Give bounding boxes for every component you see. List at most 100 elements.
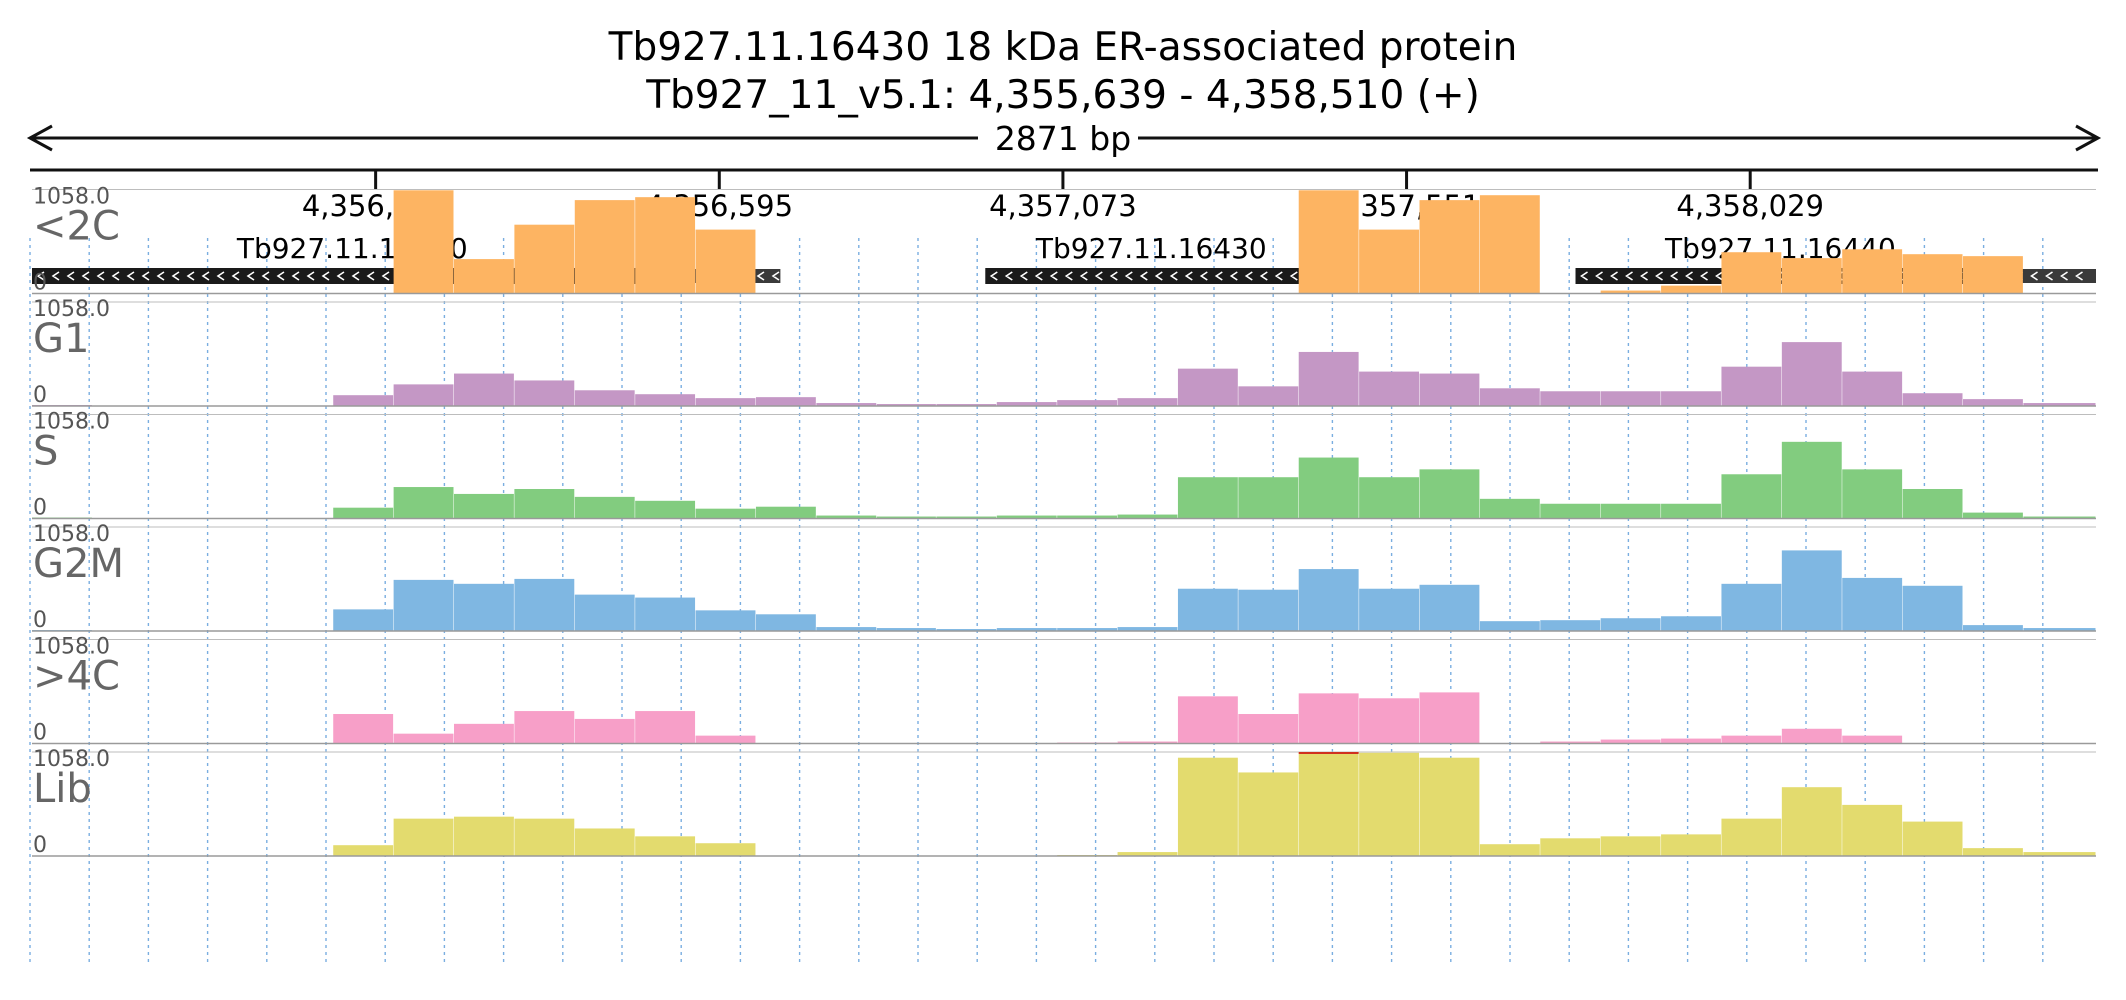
coverage-track: 1058.0 0 G2M [32, 522, 2096, 633]
coverage-bar [574, 496, 635, 519]
coverage-bar [333, 714, 394, 744]
coverage-bar [1359, 698, 1420, 744]
track-name-label: G2M [33, 541, 124, 587]
coverage-bar [333, 609, 394, 631]
coverage-track: 1058.0 0 S [32, 410, 2096, 521]
track-ymax-label: 1058.0 [33, 410, 110, 435]
coverage-bar [1842, 249, 1903, 294]
coverage-bar [635, 836, 696, 856]
coverage-bar [1963, 256, 2023, 294]
coverage-bar [393, 733, 454, 744]
coverage-bar [1238, 477, 1299, 519]
coverage-bar [1600, 618, 1661, 631]
coverage-bar [1540, 741, 1601, 744]
coverage-bar [695, 398, 756, 406]
coverage-bar [1479, 621, 1540, 631]
coverage-bar [1298, 752, 1359, 856]
coverage-bar [1781, 441, 1842, 519]
coverage-bar [393, 487, 454, 519]
coverage-bar [1177, 368, 1238, 406]
chart-subtitle-locus: Tb927_11_v5.1: 4,355,639 - 4,358,510 (+) [645, 73, 1480, 118]
coverage-bar [454, 583, 514, 631]
coverage-bar [1479, 498, 1540, 519]
coverage-bar [514, 489, 575, 519]
coverage-bar [1721, 735, 1782, 744]
coverage-bar [635, 597, 696, 631]
coverage-bar [514, 380, 575, 406]
coverage-bar [574, 718, 635, 744]
coverage-bar [695, 229, 756, 294]
gene-label: Tb927.11.16430 [1035, 232, 1267, 265]
coverage-bar [1781, 787, 1842, 856]
coverage-bar [1177, 477, 1238, 519]
coverage-bar [635, 394, 696, 406]
ruler-tick-label: 4,357,073 [989, 189, 1137, 223]
coverage-bar [454, 816, 514, 856]
coverage-bar [514, 578, 575, 631]
coverage-bar [1661, 391, 1721, 406]
coverage-bar [1721, 583, 1782, 631]
coverage-bar [1298, 569, 1359, 631]
coverage-bar [1238, 386, 1299, 406]
coverage-bar [2023, 852, 2096, 856]
coverage-bar [635, 711, 696, 744]
coverage-tracks: 1058.00<2C1058.00G11058.00S1058.00G2M105… [32, 185, 2096, 858]
coverage-bar [1781, 258, 1842, 294]
coverage-bar [333, 395, 394, 406]
coverage-bar [574, 828, 635, 856]
track-yzero-label: 0 [33, 271, 47, 296]
coverage-bar [755, 397, 816, 406]
coverage-bar [635, 500, 696, 519]
coverage-bar [1057, 515, 1118, 519]
coverage-bar [1359, 588, 1420, 631]
track-ymax-label: 1058.0 [33, 635, 110, 660]
track-yzero-label: 0 [33, 833, 47, 858]
track-name-label: S [33, 429, 58, 475]
coverage-bar [574, 594, 635, 631]
track-yzero-label: 0 [33, 496, 47, 521]
coverage-bar [816, 627, 877, 631]
track-name-label: Lib [33, 766, 92, 812]
coverage-bar [695, 508, 756, 519]
coverage-bar [1842, 577, 1903, 631]
coverage-bar [1600, 739, 1661, 744]
coverage-bar [1419, 200, 1480, 294]
track-name-label: <2C [33, 204, 120, 250]
coverage-bar [635, 197, 696, 294]
coverage-bar [454, 373, 514, 406]
coverage-track: 1058.0 0 Lib [32, 747, 2096, 858]
coverage-bar [1902, 821, 1963, 856]
coverage-bar [1781, 728, 1842, 744]
coverage-bar [574, 200, 635, 294]
coverage-bar [1298, 351, 1359, 406]
track-name-label: >4C [33, 654, 120, 700]
span-length-label: 2871 bp [995, 119, 1131, 158]
coverage-bar [1842, 371, 1903, 406]
coverage-bar [1721, 474, 1782, 519]
coverage-bar [1479, 844, 1540, 856]
coverage-bar [1359, 752, 1420, 856]
coverage-track: 1058.0 0 G1 [32, 297, 2096, 408]
coverage-bar [1359, 477, 1420, 519]
gene-cds-block [985, 268, 1318, 284]
track-yzero-label: 0 [33, 608, 47, 633]
coverage-bar [1479, 195, 1540, 294]
coverage-bar [936, 516, 997, 519]
coverage-bar [1117, 398, 1178, 406]
coverage-bar [393, 579, 454, 631]
coverage-bar [1842, 804, 1903, 856]
coverage-bar [1359, 371, 1420, 406]
track-yzero-label: 0 [33, 721, 47, 746]
coverage-bar [2023, 628, 2096, 631]
coverage-bar [1661, 503, 1721, 519]
coverage-bar [1781, 550, 1842, 631]
coverage-bar [1721, 818, 1782, 856]
coverage-bar [1721, 366, 1782, 406]
coverage-bar [755, 614, 816, 631]
coverage-bar [1419, 692, 1480, 744]
coverage-bar [514, 224, 575, 294]
coverage-bar [936, 404, 997, 406]
coverage-bar [1721, 252, 1782, 294]
coverage-bar [695, 843, 756, 856]
coverage-bar [1419, 584, 1480, 631]
